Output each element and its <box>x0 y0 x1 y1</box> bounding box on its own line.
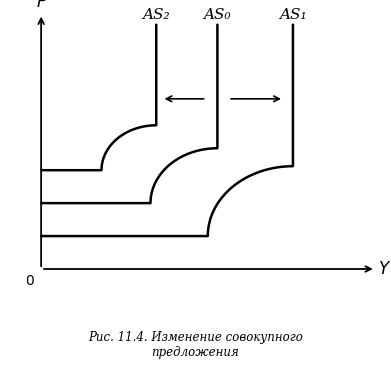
Text: AS₁: AS₁ <box>279 8 307 22</box>
Text: Y: Y <box>379 260 389 278</box>
Text: AS₂: AS₂ <box>142 8 170 22</box>
Text: AS₀: AS₀ <box>204 8 231 22</box>
Text: P: P <box>36 0 46 11</box>
Text: Рис. 11.4. Изменение совокупного
предложения: Рис. 11.4. Изменение совокупного предлож… <box>88 330 303 359</box>
Text: 0: 0 <box>25 274 34 288</box>
